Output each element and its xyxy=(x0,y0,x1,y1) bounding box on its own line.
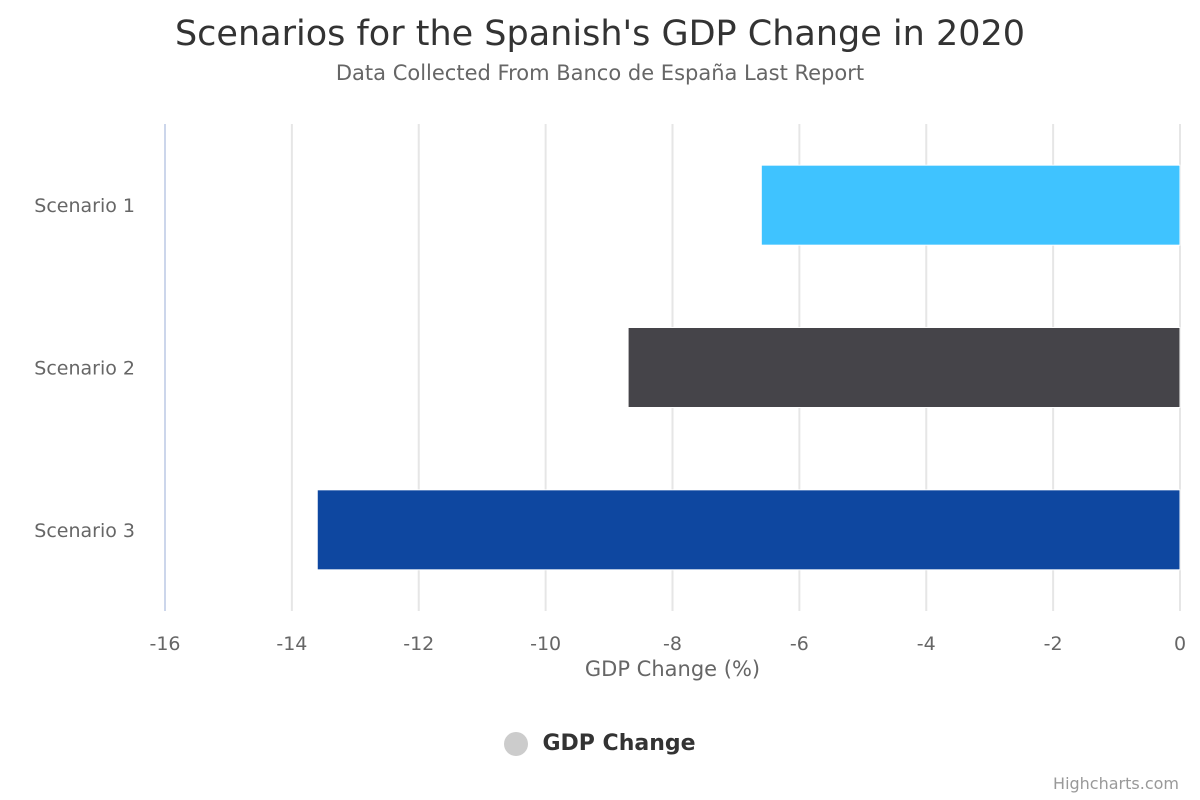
x-tick-label: -4 xyxy=(917,633,936,655)
x-tick-label: -8 xyxy=(663,633,682,655)
x-tick-label: -16 xyxy=(149,633,180,655)
chart-subtitle: Data Collected From Banco de España Last… xyxy=(335,61,865,85)
legend-item-gdp-change[interactable]: GDP Change xyxy=(542,731,696,756)
x-tick-label: -12 xyxy=(403,633,434,655)
category-label: Scenario 1 xyxy=(34,195,135,217)
bar xyxy=(627,327,1181,408)
x-tick-label: -14 xyxy=(276,633,307,655)
x-axis-title: GDP Change (%) xyxy=(585,657,760,681)
category-label: Scenario 2 xyxy=(34,358,135,380)
x-tick-label: -10 xyxy=(530,633,561,655)
x-tick-label: 0 xyxy=(1174,633,1186,655)
legend-marker xyxy=(504,731,529,756)
legend[interactable]: GDP Change xyxy=(0,731,1200,756)
highcharts-credits[interactable]: Highcharts.com xyxy=(1053,774,1179,793)
x-tick-label: -6 xyxy=(790,633,809,655)
bar xyxy=(760,164,1181,246)
category-label: Scenario 3 xyxy=(34,520,135,542)
bar xyxy=(316,489,1181,571)
x-tick-label: -2 xyxy=(1044,633,1063,655)
chart-title: Scenarios for the Spanish's GDP Change i… xyxy=(174,14,1026,54)
